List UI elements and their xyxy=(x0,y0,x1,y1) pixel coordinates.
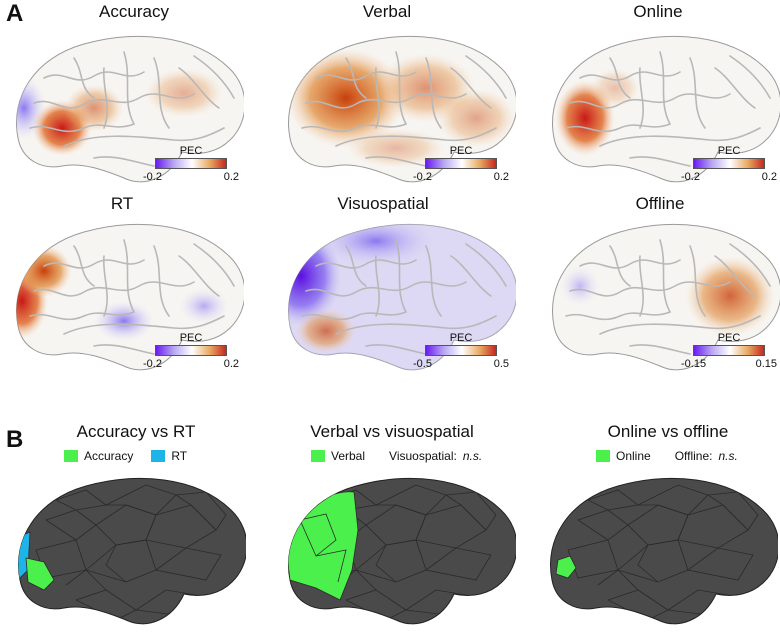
brain-map-online xyxy=(551,35,780,183)
colorbar-label: PEC xyxy=(717,332,741,344)
colorbar-max: 0.2 xyxy=(223,171,239,183)
panel-a-letter: A xyxy=(6,0,24,27)
colorbar-gradient xyxy=(693,158,765,169)
colorbar-gradient xyxy=(425,158,497,169)
legend-label-verbal: Verbal xyxy=(331,449,366,463)
colorbar-label: PEC xyxy=(179,332,203,344)
colorbar-max: 0.2 xyxy=(223,358,239,370)
legend-label-rt: RT xyxy=(171,449,188,463)
colorbar-gradient xyxy=(425,345,497,356)
region-accuracy xyxy=(25,557,55,591)
colorbar-gradient xyxy=(155,345,227,356)
colorbar-label: PEC xyxy=(449,145,473,157)
legend-swatch-accuracy xyxy=(64,450,78,462)
legend-label-accuracy: Accuracy xyxy=(84,449,134,463)
map-title-rt: RT xyxy=(110,194,134,213)
panel-b-letter: B xyxy=(6,426,24,453)
legend-swatch-online xyxy=(596,450,610,462)
legend-online-offline: Online Offline: n.s. xyxy=(596,449,738,463)
colorbar-max: 0.2 xyxy=(761,171,777,183)
note-visuospatial: Visuospatial: xyxy=(389,449,457,463)
colorbar-min: -0.2 xyxy=(681,171,700,183)
colorbar-min: -0.15 xyxy=(681,358,707,370)
legend-swatch-rt xyxy=(151,450,166,462)
comparison-title-verbal-visuospatial: Verbal vs visuospatial xyxy=(310,422,474,441)
legend-label-online: Online xyxy=(616,449,651,463)
colorbar-label: PEC xyxy=(179,145,203,157)
map-title-online: Online xyxy=(633,2,683,21)
brain-map-offline xyxy=(551,223,780,371)
note-offline: Offline: xyxy=(674,449,713,463)
colorbar-gradient xyxy=(693,345,765,356)
note-offline-ns: n.s. xyxy=(718,449,738,463)
map-title-accuracy: Accuracy xyxy=(99,2,169,21)
atlas-brain-accuracy-rt xyxy=(17,477,246,625)
note-visuospatial-ns: n.s. xyxy=(462,449,483,463)
colorbar-label: PEC xyxy=(449,332,473,344)
colorbar-max: 0.2 xyxy=(493,171,509,183)
legend-swatch-verbal xyxy=(311,450,325,462)
region-online xyxy=(555,555,577,579)
colorbar-min: -0.2 xyxy=(143,171,162,183)
map-title-verbal: Verbal xyxy=(362,2,412,21)
brain-map-verbal xyxy=(287,35,516,183)
colorbar-max: 0.15 xyxy=(755,358,777,370)
map-title-offline: Offline xyxy=(635,194,685,213)
colorbar-gradient xyxy=(155,158,227,169)
colorbar-min: -0.2 xyxy=(143,358,162,370)
atlas-brain-verbal-visuospatial xyxy=(287,477,516,625)
colorbar-min: -0.2 xyxy=(413,171,432,183)
colorbar-label: PEC xyxy=(717,145,741,157)
comparison-title-online-offline: Online vs offline xyxy=(607,422,729,441)
brain-map-visuospatial xyxy=(287,223,516,371)
comparison-title-accuracy-rt: Accuracy vs RT xyxy=(76,422,196,441)
brain-map-accuracy xyxy=(15,35,244,183)
colorbar-min: -0.5 xyxy=(413,358,432,370)
atlas-brain-online-offline xyxy=(549,477,778,625)
legend-verbal-visuospatial: Verbal Visuospatial: n.s. xyxy=(311,449,482,463)
brain-map-rt xyxy=(15,223,244,371)
legend-accuracy-rt: Accuracy RT xyxy=(64,449,187,463)
colorbar-max: 0.5 xyxy=(493,358,509,370)
map-title-visuospatial: Visuospatial xyxy=(337,194,429,213)
